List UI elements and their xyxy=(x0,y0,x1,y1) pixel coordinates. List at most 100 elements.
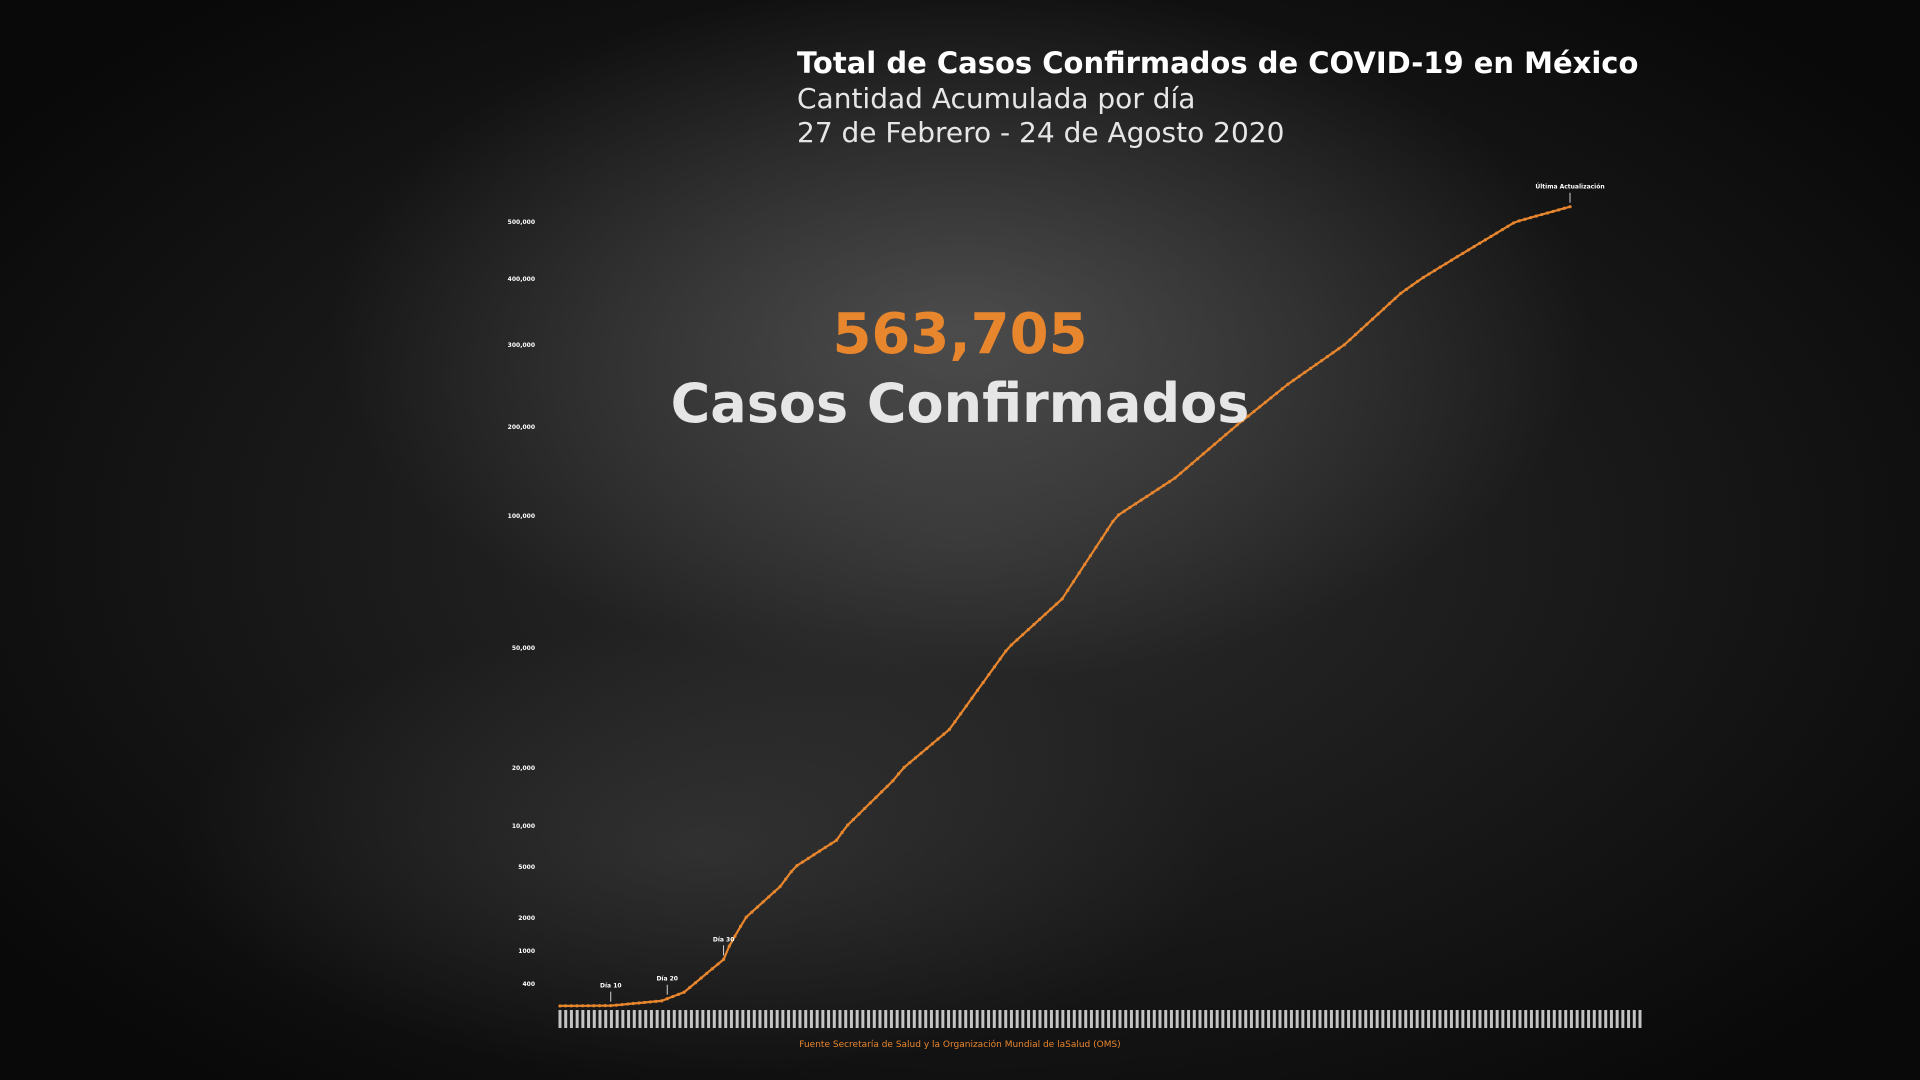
data-point xyxy=(1568,205,1572,209)
x-day-marker xyxy=(872,1010,876,1028)
data-point xyxy=(1201,452,1205,456)
x-day-marker xyxy=(1164,1010,1168,1028)
x-day-marker xyxy=(1489,1010,1493,1028)
x-day-marker xyxy=(1535,1010,1539,1028)
x-day-marker xyxy=(1587,1010,1591,1028)
x-day-marker xyxy=(1432,1010,1436,1028)
y-tick-label: 2000 xyxy=(518,915,535,922)
x-day-marker xyxy=(929,1010,933,1028)
x-day-marker xyxy=(655,1010,659,1028)
data-point xyxy=(891,779,895,783)
x-day-marker xyxy=(1044,1010,1048,1028)
x-day-marker xyxy=(678,1010,682,1028)
data-point xyxy=(1004,649,1008,653)
x-day-marker xyxy=(918,1010,922,1028)
data-point xyxy=(1540,212,1544,217)
data-point xyxy=(1167,480,1171,484)
x-day-marker xyxy=(1181,1010,1185,1028)
data-point xyxy=(705,971,709,976)
x-day-marker xyxy=(787,1010,791,1028)
data-point xyxy=(1021,633,1025,637)
data-point xyxy=(1077,571,1081,575)
total-cases-label: Casos Confirmados xyxy=(670,372,1250,435)
x-day-marker xyxy=(1249,1010,1253,1028)
data-point xyxy=(1100,536,1104,541)
x-day-marker xyxy=(667,1010,671,1028)
x-day-marker xyxy=(1512,1010,1516,1028)
data-point xyxy=(637,1001,641,1005)
data-point xyxy=(665,997,669,1001)
data-point xyxy=(767,895,771,899)
x-day-marker xyxy=(855,1010,859,1028)
x-day-marker xyxy=(769,1010,773,1028)
data-point xyxy=(857,812,861,816)
data-point xyxy=(659,999,664,1003)
data-point xyxy=(648,1000,652,1004)
data-point xyxy=(722,957,726,961)
x-day-marker xyxy=(1392,1010,1396,1028)
data-point xyxy=(1387,302,1392,306)
data-point xyxy=(1179,471,1183,475)
data-point xyxy=(936,737,940,741)
data-point xyxy=(987,673,991,677)
data-point xyxy=(1133,502,1138,506)
x-day-marker xyxy=(1592,1010,1596,1028)
x-day-marker xyxy=(644,1010,648,1028)
data-point xyxy=(693,981,698,985)
data-point xyxy=(1325,355,1329,359)
x-day-marker xyxy=(1358,1010,1362,1028)
data-point xyxy=(1545,211,1550,215)
data-point xyxy=(840,830,844,835)
data-point xyxy=(1060,597,1064,601)
x-day-marker xyxy=(621,1010,625,1028)
x-day-marker xyxy=(1341,1010,1345,1028)
data-point xyxy=(1258,405,1262,409)
data-point xyxy=(829,842,833,846)
data-point xyxy=(1416,279,1420,283)
x-day-marker xyxy=(1135,1010,1139,1028)
x-day-marker xyxy=(1101,1010,1105,1028)
x-day-marker xyxy=(958,1010,962,1028)
data-point xyxy=(896,772,901,776)
data-point xyxy=(744,915,748,919)
x-day-marker xyxy=(592,1010,596,1028)
x-day-marker xyxy=(1352,1010,1356,1028)
x-day-marker xyxy=(684,1010,688,1028)
data-point xyxy=(1444,262,1448,266)
data-point xyxy=(676,992,681,996)
x-day-marker xyxy=(689,1010,693,1028)
x-day-marker xyxy=(1369,1010,1373,1028)
data-point xyxy=(1274,391,1279,395)
x-day-marker xyxy=(1141,1010,1145,1028)
y-tick-label: 5000 xyxy=(518,864,535,871)
data-point xyxy=(784,877,788,881)
data-point xyxy=(789,870,793,874)
x-day-marker xyxy=(1427,1010,1431,1028)
data-point xyxy=(913,756,918,760)
data-point xyxy=(716,962,720,966)
x-day-marker xyxy=(1478,1010,1482,1028)
x-day-marker xyxy=(1375,1010,1379,1028)
x-day-marker xyxy=(1575,1010,1579,1028)
x-day-marker xyxy=(975,1010,979,1028)
x-day-marker xyxy=(1072,1010,1076,1028)
x-day-marker xyxy=(981,1010,985,1028)
data-point xyxy=(699,976,703,980)
x-day-marker xyxy=(1444,1010,1448,1028)
data-point xyxy=(1071,580,1076,584)
data-point xyxy=(851,817,856,822)
data-point xyxy=(772,890,777,894)
x-day-marker xyxy=(695,1010,699,1028)
x-day-marker xyxy=(564,1010,568,1028)
data-point xyxy=(1207,447,1211,451)
data-point xyxy=(1122,509,1126,513)
x-day-marker xyxy=(1124,1010,1128,1028)
x-day-marker xyxy=(798,1010,802,1028)
x-day-marker xyxy=(1632,1010,1636,1028)
data-point xyxy=(1517,219,1521,223)
data-point xyxy=(1083,562,1087,566)
x-day-marker xyxy=(1032,1010,1036,1028)
data-point xyxy=(1015,638,1019,642)
x-day-marker xyxy=(1021,1010,1025,1028)
x-day-marker xyxy=(969,1010,973,1028)
